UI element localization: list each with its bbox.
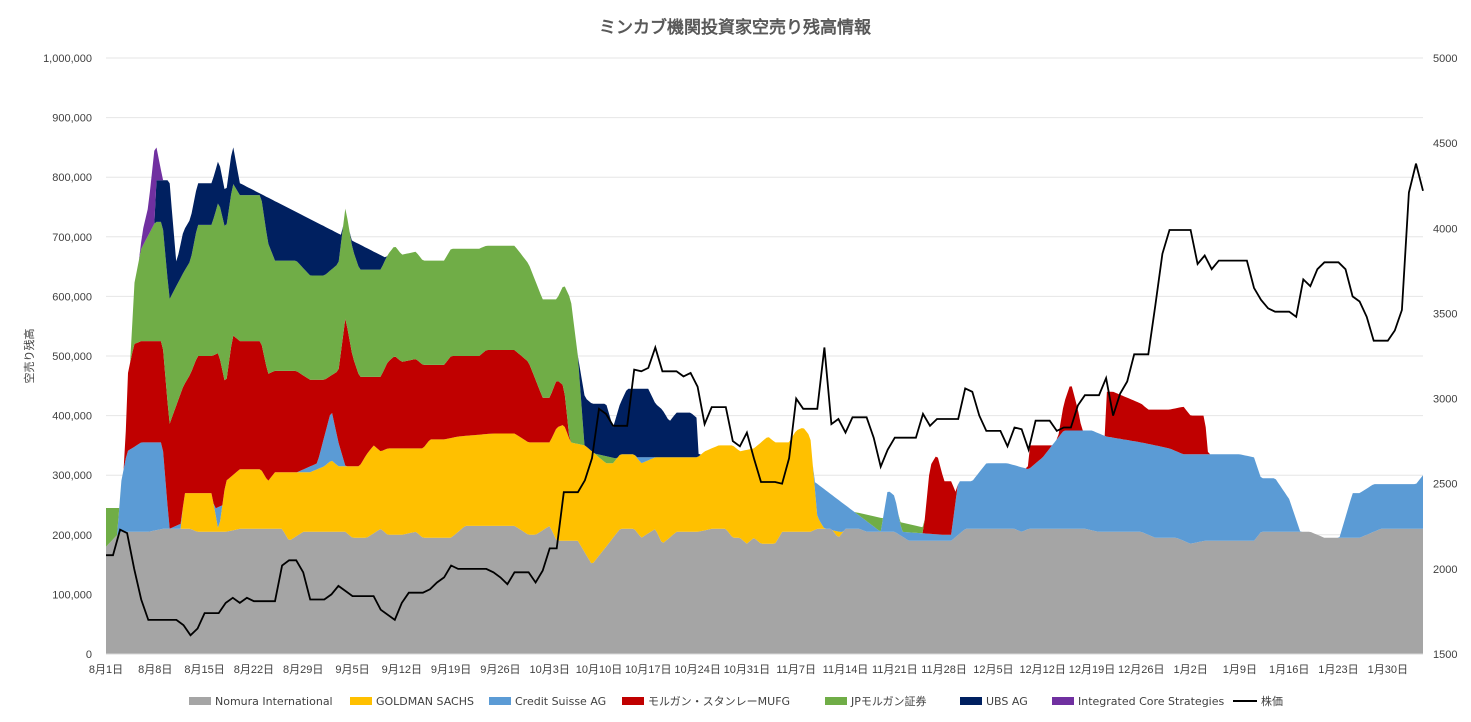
legend-swatch <box>960 697 982 705</box>
line-series <box>106 163 1424 637</box>
x-tick-label: 12月5日 <box>973 664 1013 676</box>
y-axis-labels: 0 100,000 200,000 300,000 400,000 500,000 600,… <box>43 53 92 661</box>
x-tick-label: 10月31日 <box>724 664 770 676</box>
legend-label: UBS AG <box>986 695 1028 708</box>
x-tick-label: 8月29日 <box>283 664 323 676</box>
y2-tick-label: 1500 <box>1433 649 1457 661</box>
area-series <box>106 147 1423 654</box>
area-nomura-international <box>106 525 1423 654</box>
legend-swatch <box>1052 697 1074 705</box>
x-tick-label: 8月8日 <box>138 664 172 676</box>
y-tick-label: 400,000 <box>52 411 92 423</box>
line-stock-price <box>106 163 1424 637</box>
y-tick-label: 300,000 <box>52 470 92 482</box>
x-tick-label: 12月26日 <box>1118 664 1164 676</box>
y-axis-title: 空売り残高 <box>22 329 36 384</box>
x-tick-label: 11月28日 <box>921 664 967 676</box>
area-ubs-ag <box>106 147 1423 538</box>
x-tick-label: 12月12日 <box>1019 664 1065 676</box>
legend-label: Integrated Core Strategies <box>1078 695 1225 708</box>
y2-tick-label: 4000 <box>1433 223 1457 235</box>
legend-label: モルガン・スタンレーMUFG <box>648 695 790 708</box>
area-jp- <box>106 184 1423 547</box>
area-goldman-sachs <box>106 425 1423 564</box>
x-tick-label: 8月1日 <box>89 664 123 676</box>
x-tick-label: 11月7日 <box>776 664 816 676</box>
x-axis-labels: 8月1日 8月8日 8月15日 8月22日 8月29日 9月5日 9月12日 9月19日 9月2… <box>89 664 1408 676</box>
y2-tick-label: 2500 <box>1433 479 1457 491</box>
legend-swatch <box>350 697 372 705</box>
legend-swatch <box>825 697 847 705</box>
y-tick-label: 900,000 <box>52 113 92 125</box>
y2-tick-label: 3000 <box>1433 394 1457 406</box>
y-tick-label: 600,000 <box>52 291 92 303</box>
legend: Nomura International GOLDMAN SACHS Credit … <box>189 694 1283 708</box>
x-tick-label: 9月5日 <box>335 664 369 676</box>
x-tick-label: 11月21日 <box>872 664 918 676</box>
y2-tick-label: 4500 <box>1433 138 1457 150</box>
x-tick-label: 1月30日 <box>1368 664 1408 676</box>
x-tick-label: 12月19日 <box>1069 664 1115 676</box>
y-tick-label: 800,000 <box>52 172 92 184</box>
x-tick-label: 8月15日 <box>184 664 224 676</box>
legend-label: GOLDMAN SACHS <box>376 695 474 708</box>
x-tick-label: 1月16日 <box>1269 664 1309 676</box>
y2-tick-label: 3500 <box>1433 308 1457 320</box>
chart-title: ミンカブ機関投資家空売り残高情報 <box>599 17 872 38</box>
x-tick-label: 8月22日 <box>234 664 274 676</box>
x-tick-label: 1月9日 <box>1223 664 1257 676</box>
y2-axis-labels: 1500 2000 2500 3000 3500 4000 4500 5000 <box>1433 53 1457 661</box>
legend-label: JPモルガン証券 <box>850 694 927 708</box>
y-tick-label: 200,000 <box>52 530 92 542</box>
x-tick-label: 9月26日 <box>480 664 520 676</box>
y2-tick-label: 5000 <box>1433 53 1457 65</box>
x-tick-label: 10月17日 <box>625 664 671 676</box>
area--mufg <box>106 318 1423 547</box>
y-tick-label: 700,000 <box>52 232 92 244</box>
x-tick-label: 9月19日 <box>431 664 471 676</box>
y2-tick-label: 2000 <box>1433 564 1457 576</box>
legend-swatch <box>489 697 511 705</box>
legend-swatch <box>622 697 644 705</box>
y-tick-label: 1,000,000 <box>43 53 92 65</box>
x-tick-label: 11月14日 <box>823 664 869 676</box>
x-tick-label: 1月2日 <box>1173 664 1207 676</box>
legend-label: 株価 <box>1261 694 1283 708</box>
x-tick-label: 9月12日 <box>382 664 422 676</box>
area-credit-suisse-ag <box>106 413 1423 547</box>
y-tick-label: 0 <box>86 649 92 661</box>
x-tick-label: 10月3日 <box>530 664 570 676</box>
x-tick-label: 10月10日 <box>576 664 622 676</box>
legend-swatch <box>189 697 211 705</box>
legend-label: Credit Suisse AG <box>515 695 606 708</box>
y-tick-label: 500,000 <box>52 351 92 363</box>
x-tick-label: 1月23日 <box>1318 664 1358 676</box>
x-tick-label: 10月24日 <box>674 664 720 676</box>
legend-label: Nomura International <box>215 695 333 708</box>
y-tick-label: 100,000 <box>52 589 92 601</box>
